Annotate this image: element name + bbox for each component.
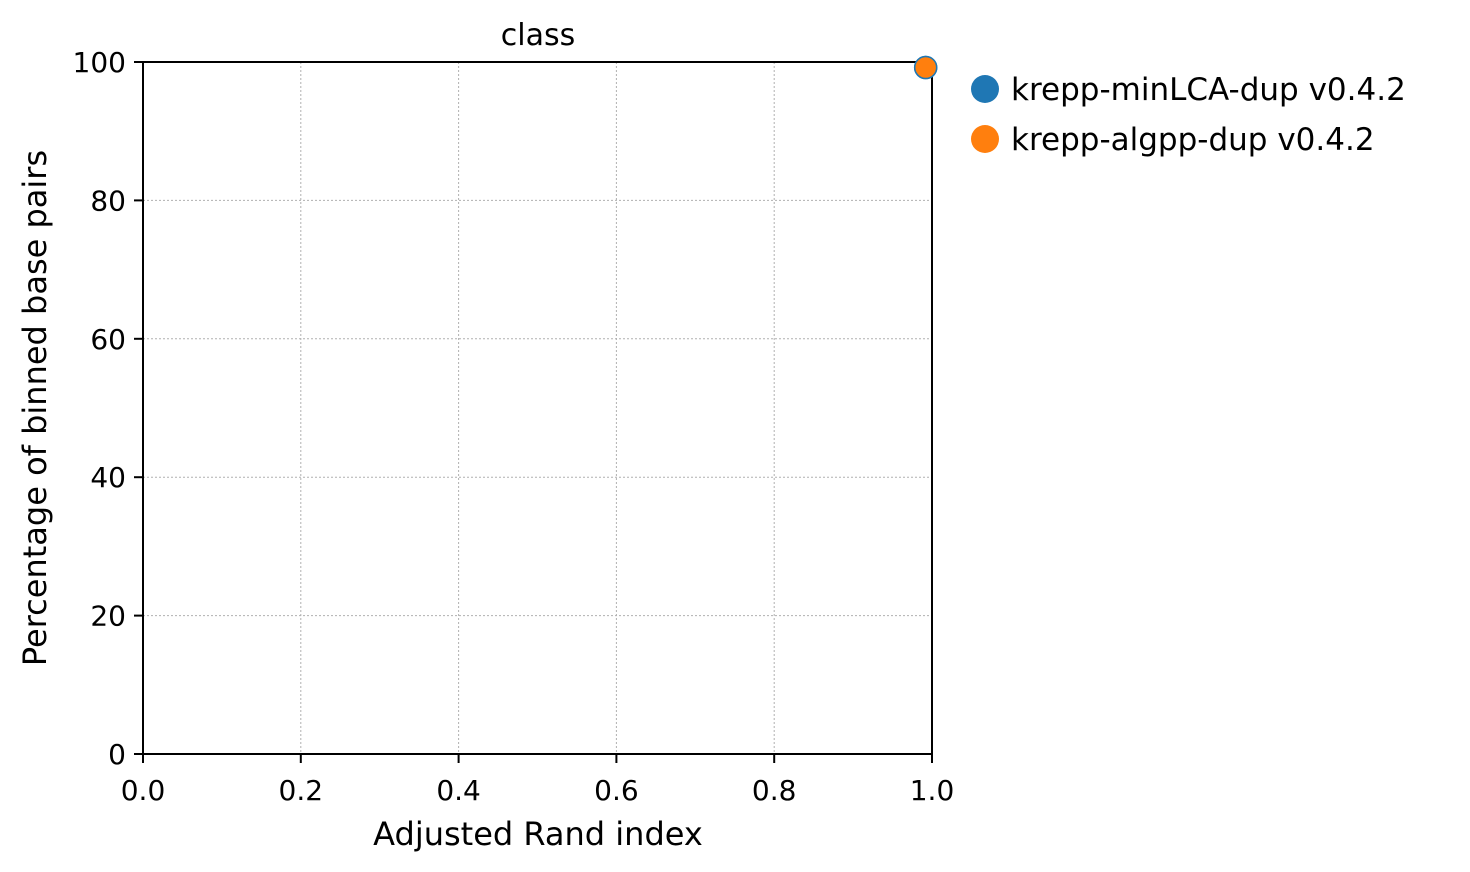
plot-frame: [142, 61, 933, 755]
y-tick-label: 100: [73, 46, 126, 79]
y-tick-label: 0: [108, 738, 126, 771]
x-tick-label: 0.0: [121, 774, 166, 807]
x-tick-label: 1.0: [910, 774, 955, 807]
data-points: [913, 55, 938, 80]
x-tick-label: 0.8: [752, 774, 797, 807]
chart-title: class: [501, 18, 575, 53]
data-point-series-2: [913, 55, 938, 80]
legend-label-1: krepp-minLCA-dup v0.4.2: [1011, 72, 1406, 108]
y-tick-label: 20: [90, 600, 126, 633]
y-axis-title: Percentage of binned base pairs: [16, 150, 54, 666]
x-tick-label: 0.2: [279, 774, 324, 807]
y-tick-label: 40: [90, 461, 126, 494]
x-tick-label: 0.4: [436, 774, 481, 807]
x-tick-label: 0.6: [594, 774, 639, 807]
legend-marker-1: [971, 75, 999, 103]
y-tick-label: 60: [90, 323, 126, 356]
grid: [142, 61, 933, 755]
legend: krepp-minLCA-dup v0.4.2 krepp-algpp-dup v…: [971, 72, 1406, 158]
x-axis: 0.0 0.2 0.4 0.6 0.8 1.0: [121, 754, 955, 807]
y-axis: 0 20 40 60 80 100: [73, 46, 143, 771]
legend-marker-2: [971, 125, 999, 153]
legend-label-2: krepp-algpp-dup v0.4.2: [1011, 122, 1375, 158]
y-tick-label: 80: [90, 184, 126, 217]
x-axis-title: Adjusted Rand index: [373, 815, 703, 853]
